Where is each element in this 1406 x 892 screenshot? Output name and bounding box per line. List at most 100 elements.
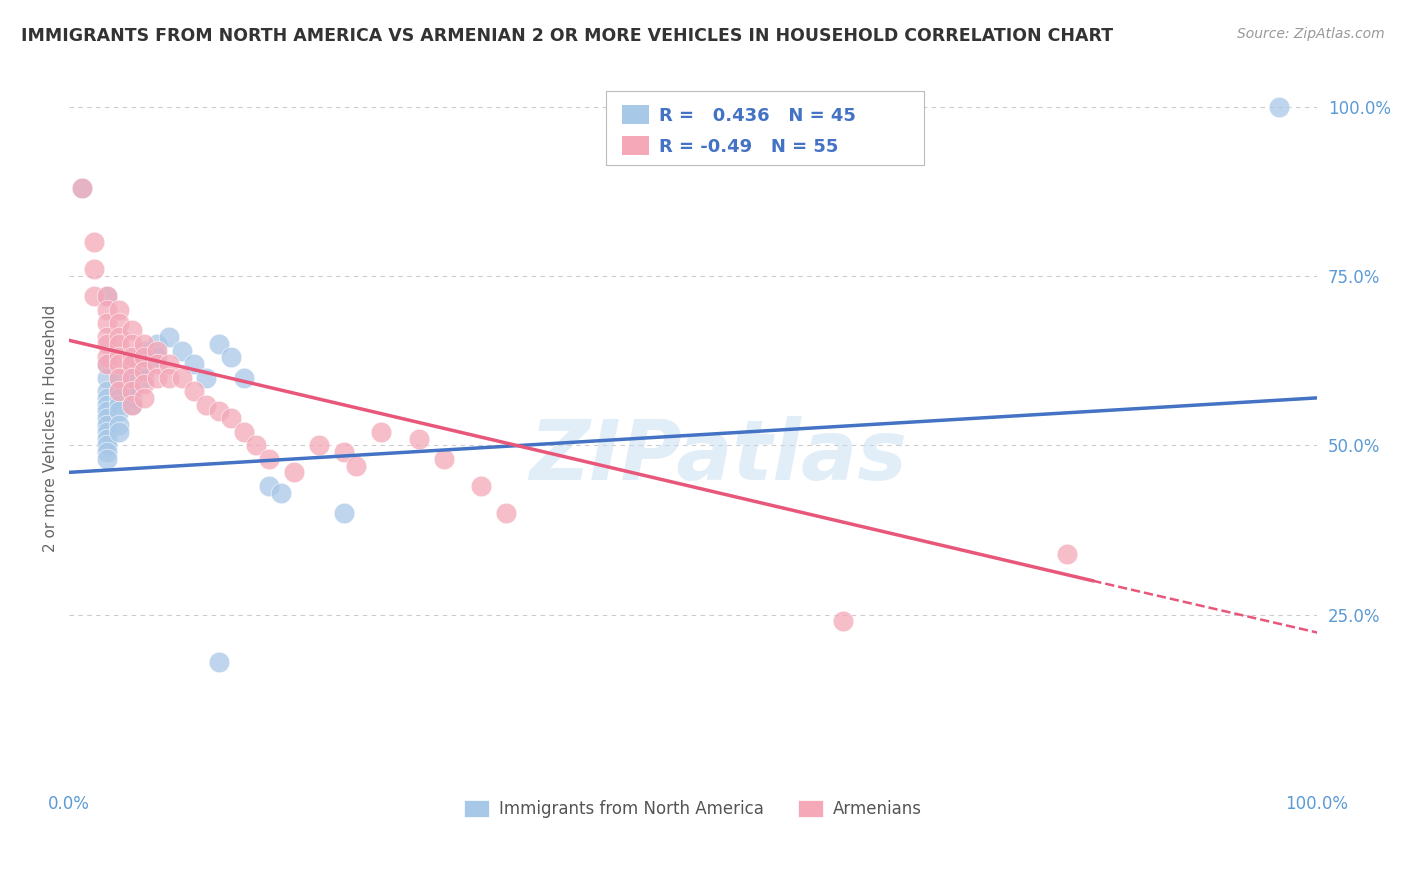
Point — [108, 336, 131, 351]
Point — [332, 506, 354, 520]
Point — [108, 384, 131, 398]
Point — [132, 377, 155, 392]
Point — [132, 351, 155, 365]
Point — [96, 302, 118, 317]
Point — [831, 614, 853, 628]
Point — [1268, 100, 1291, 114]
Point — [96, 317, 118, 331]
Point — [132, 364, 155, 378]
Point — [121, 398, 143, 412]
Text: R =   0.436   N = 45: R = 0.436 N = 45 — [659, 107, 856, 125]
Point — [308, 438, 330, 452]
Point — [132, 357, 155, 371]
Point — [408, 432, 430, 446]
Point — [108, 398, 131, 412]
Point — [121, 370, 143, 384]
Point — [108, 417, 131, 432]
Point — [108, 357, 131, 371]
Point — [145, 343, 167, 358]
Legend: Immigrants from North America, Armenians: Immigrants from North America, Armenians — [458, 794, 928, 825]
Point — [432, 451, 454, 466]
FancyBboxPatch shape — [606, 91, 924, 165]
Point — [495, 506, 517, 520]
Point — [96, 404, 118, 418]
Point — [108, 351, 131, 365]
Point — [83, 289, 105, 303]
Point — [83, 235, 105, 250]
Point — [121, 351, 143, 365]
Point — [157, 330, 180, 344]
Point — [96, 384, 118, 398]
Point — [108, 370, 131, 384]
Point — [170, 343, 193, 358]
Point — [132, 336, 155, 351]
Point — [232, 370, 254, 384]
Text: IMMIGRANTS FROM NORTH AMERICA VS ARMENIAN 2 OR MORE VEHICLES IN HOUSEHOLD CORREL: IMMIGRANTS FROM NORTH AMERICA VS ARMENIA… — [21, 27, 1114, 45]
Point — [108, 404, 131, 418]
Point — [121, 357, 143, 371]
Point — [108, 302, 131, 317]
Point — [183, 357, 205, 371]
Point — [283, 466, 305, 480]
Point — [145, 370, 167, 384]
Point — [70, 181, 93, 195]
Point — [121, 384, 143, 398]
Point — [108, 370, 131, 384]
Point — [96, 330, 118, 344]
Point — [96, 391, 118, 405]
Point — [170, 370, 193, 384]
Point — [470, 479, 492, 493]
Point — [245, 438, 267, 452]
Point — [121, 398, 143, 412]
Point — [195, 370, 218, 384]
Point — [121, 384, 143, 398]
Point — [145, 336, 167, 351]
Point — [96, 336, 118, 351]
FancyBboxPatch shape — [621, 136, 650, 155]
Point — [96, 289, 118, 303]
Point — [257, 451, 280, 466]
Point — [332, 445, 354, 459]
Point — [270, 485, 292, 500]
FancyBboxPatch shape — [621, 104, 650, 125]
Y-axis label: 2 or more Vehicles in Household: 2 or more Vehicles in Household — [44, 305, 58, 552]
Point — [96, 438, 118, 452]
Point — [195, 398, 218, 412]
Point — [96, 398, 118, 412]
Point — [208, 404, 231, 418]
Text: ZIPatlas: ZIPatlas — [529, 417, 907, 497]
Point — [96, 289, 118, 303]
Point — [96, 417, 118, 432]
Point — [121, 377, 143, 392]
Point — [83, 262, 105, 277]
Point — [96, 357, 118, 371]
Point — [96, 445, 118, 459]
Point — [121, 323, 143, 337]
Point — [108, 330, 131, 344]
Text: R = -0.49   N = 55: R = -0.49 N = 55 — [659, 138, 839, 156]
Text: Source: ZipAtlas.com: Source: ZipAtlas.com — [1237, 27, 1385, 41]
Point — [70, 181, 93, 195]
Point — [221, 351, 243, 365]
Point — [132, 370, 155, 384]
Point — [96, 357, 118, 371]
Point — [132, 391, 155, 405]
Point — [157, 370, 180, 384]
Point — [183, 384, 205, 398]
Point — [96, 451, 118, 466]
Point — [121, 391, 143, 405]
Point — [108, 317, 131, 331]
Point — [208, 336, 231, 351]
Point — [108, 384, 131, 398]
Point — [132, 343, 155, 358]
Point — [145, 357, 167, 371]
Point — [221, 411, 243, 425]
Point — [121, 357, 143, 371]
Point — [108, 391, 131, 405]
Point — [232, 425, 254, 439]
Point — [121, 336, 143, 351]
Point — [96, 370, 118, 384]
Point — [257, 479, 280, 493]
Point — [370, 425, 392, 439]
Point — [96, 411, 118, 425]
